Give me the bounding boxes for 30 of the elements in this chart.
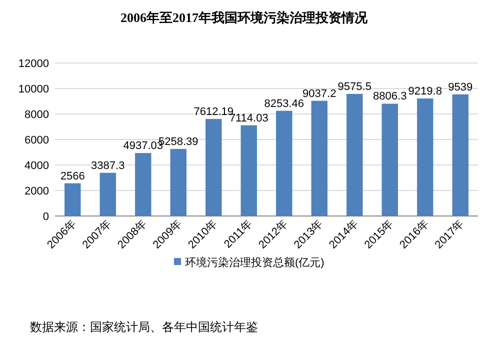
bar [382,104,398,216]
bar [452,94,468,216]
data-label: 8253.46 [264,98,304,110]
data-label: 9575.5 [338,80,372,93]
bar [206,118,222,216]
bar [311,100,328,216]
chart-title: 2006年至2017年我国环境污染治理投资情况 [120,10,368,25]
bar [346,94,363,216]
y-tick-label: 0 [42,211,49,223]
data-label: 2566 [60,170,85,182]
y-tick-label: 10000 [18,84,49,96]
data-label: 9037.2 [302,88,336,100]
y-tick-label: 4000 [24,160,49,172]
bar [276,110,292,216]
bar [417,98,434,216]
y-tick-label: 12000 [18,58,49,70]
bar [170,148,186,216]
data-label: 9539 [448,81,473,94]
data-label: 3387.3 [91,160,125,172]
y-tick-label: 6000 [24,134,49,146]
bar [240,125,257,216]
legend-label: 环境污染治理投资总额(亿元) [185,256,324,269]
y-tick-label: 8000 [24,109,49,121]
bar [135,153,152,216]
bar [64,183,81,216]
data-label: 9219.8 [408,85,442,98]
bar [100,172,116,216]
data-label: 8806.3 [373,90,407,103]
y-tick-label: 2000 [24,186,49,198]
source-note: 数据来源：国家统计局、各年中国统计年鉴 [30,320,258,334]
